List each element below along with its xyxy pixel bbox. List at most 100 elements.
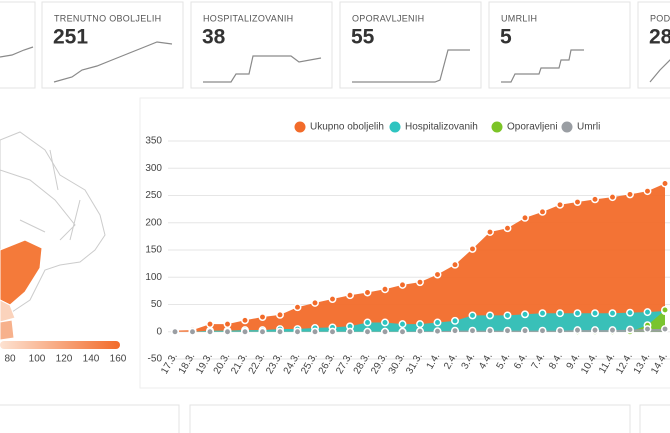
data-point — [468, 311, 477, 320]
data-point — [416, 320, 424, 329]
legend-swatch — [389, 121, 401, 133]
x-tick-label: 11.4. — [597, 351, 617, 375]
x-tick-label: 4.4. — [477, 351, 495, 371]
data-point — [503, 311, 512, 320]
card — [0, 1, 36, 89]
data-point — [661, 179, 669, 188]
sparkline — [649, 59, 670, 83]
data-point — [538, 207, 547, 216]
data-point — [188, 327, 197, 336]
data-point — [643, 308, 652, 317]
panel — [639, 404, 670, 433]
data-point — [573, 198, 582, 206]
data-point — [451, 260, 459, 269]
x-tick-label: 8.4. — [547, 351, 565, 371]
data-point — [398, 327, 407, 336]
card-value: 38 — [202, 26, 226, 49]
data-point — [451, 326, 459, 335]
data-point — [433, 327, 442, 336]
map — [0, 131, 120, 349]
data-point — [591, 326, 599, 335]
y-tick-label: 100 — [145, 272, 162, 283]
data-point — [591, 309, 599, 318]
card-value: 251 — [53, 26, 88, 49]
x-tick-label: 28.3. — [352, 351, 373, 376]
x-tick-label: 23.3. — [264, 351, 285, 376]
data-point — [626, 308, 634, 317]
data-point — [398, 280, 407, 289]
x-tick-label: 14.4. — [649, 351, 670, 376]
data-point — [241, 327, 249, 336]
x-tick-label: 3.4. — [460, 351, 478, 371]
sparkline — [501, 49, 584, 83]
card-value: 55 — [351, 26, 375, 49]
card — [339, 1, 482, 89]
y-tick-label: 150 — [145, 245, 162, 256]
sparkline — [203, 55, 322, 83]
legend-swatch — [491, 121, 503, 133]
card — [637, 1, 670, 89]
x-tick-label: 12.4. — [614, 351, 635, 376]
y-tick-label: 0 — [156, 326, 162, 337]
x-tick-label: 2.4. — [442, 351, 460, 371]
legend-label: Ukupno oboljelih — [310, 122, 384, 133]
data-point — [328, 295, 337, 303]
data-point — [381, 285, 389, 294]
data-point — [521, 326, 529, 335]
data-point — [433, 318, 442, 327]
map-legend-label: 80 — [4, 354, 16, 365]
sparkline — [352, 49, 470, 83]
data-point — [346, 291, 354, 300]
legend-label: Hospitalizovanih — [405, 122, 478, 133]
data-point — [521, 213, 529, 222]
data-point — [486, 326, 494, 335]
data-point — [258, 313, 267, 321]
sparkline — [501, 49, 584, 83]
data-point — [276, 327, 284, 336]
data-point — [328, 327, 337, 336]
card-value: 28 — [649, 26, 670, 49]
data-point — [223, 320, 232, 329]
y-tick-label: 200 — [145, 217, 162, 228]
map-legend-label: 100 — [29, 354, 46, 365]
card — [41, 1, 184, 89]
x-tick-label: 13.4. — [632, 351, 653, 376]
y-tick-label: 300 — [145, 163, 162, 174]
data-point — [311, 298, 319, 307]
data-point — [433, 270, 442, 279]
data-point — [468, 244, 477, 253]
x-tick-label: 5.4. — [495, 351, 513, 371]
data-point — [556, 200, 564, 209]
card-label: UMRLIH — [501, 13, 537, 23]
data-point — [416, 278, 424, 287]
x-tick-label: 29.3. — [369, 351, 390, 376]
x-tick-label: 21.3. — [229, 351, 250, 376]
data-point — [591, 195, 599, 204]
legend-label: Oporavljeni — [507, 122, 558, 133]
data-point — [398, 320, 407, 329]
sparkline — [0, 46, 34, 58]
data-point — [608, 326, 617, 335]
card-label: HOSPITALIZOVANIH — [203, 13, 293, 23]
legend-label: Umrli — [577, 122, 600, 133]
panel — [0, 404, 180, 433]
map-legend-label: 120 — [56, 354, 73, 365]
data-point — [486, 311, 494, 320]
y-tick-label: 250 — [145, 190, 162, 201]
data-point — [573, 309, 582, 318]
x-tick-label: 24.3. — [282, 351, 303, 376]
data-point — [276, 310, 284, 319]
data-point — [363, 327, 372, 336]
legend-swatch — [294, 121, 306, 133]
x-tick-label: 1.4. — [425, 351, 443, 371]
data-point — [363, 318, 372, 327]
data-point — [556, 326, 564, 335]
sparkline — [53, 41, 173, 83]
data-point — [206, 327, 214, 336]
data-point — [171, 327, 179, 336]
data-point — [346, 327, 354, 336]
y-tick-label: -50 — [148, 354, 163, 365]
card-label: TRENUTNO OBOLJELIH — [54, 13, 161, 23]
x-tick-label: 17.3. — [159, 351, 180, 376]
